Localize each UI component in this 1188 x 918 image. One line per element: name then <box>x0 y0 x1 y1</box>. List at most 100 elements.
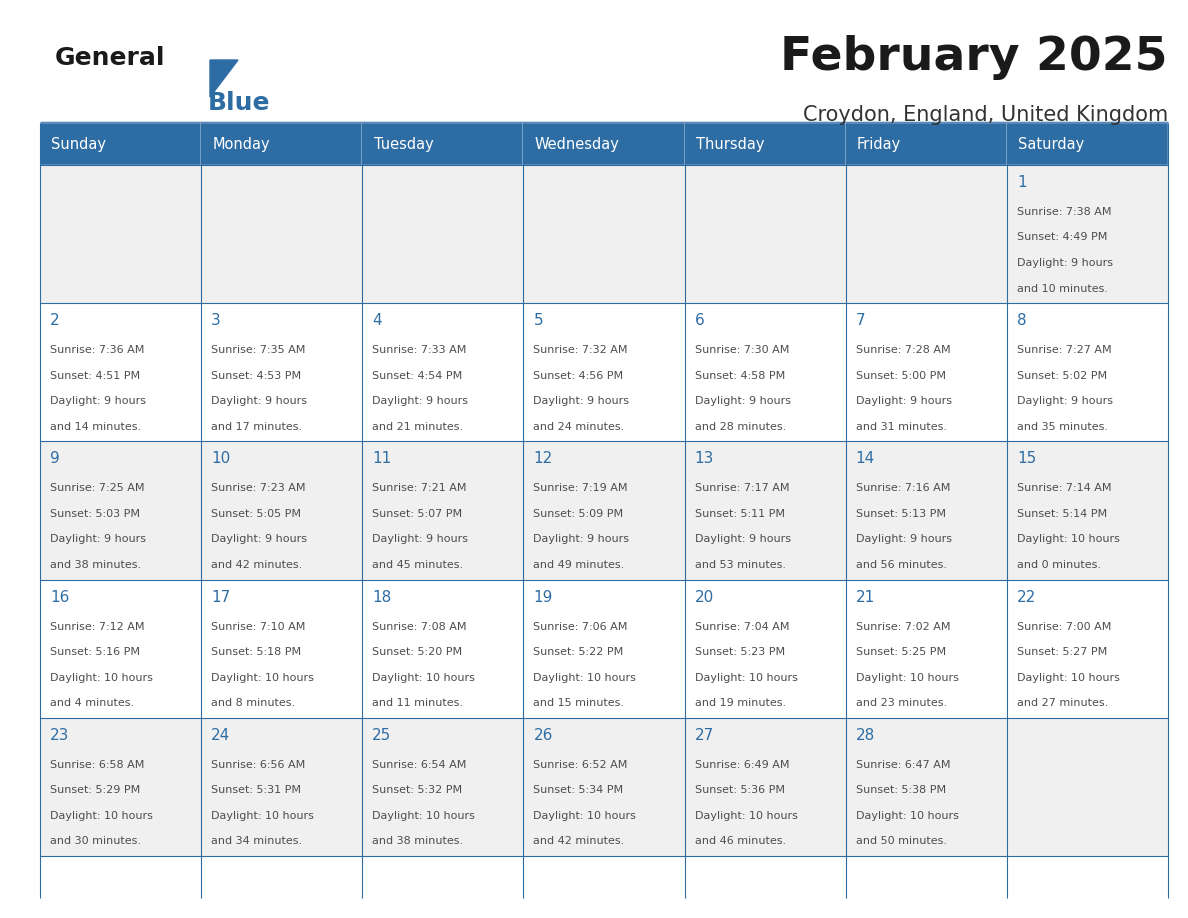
Bar <box>362 303 524 442</box>
Text: Sunrise: 7:16 AM: Sunrise: 7:16 AM <box>855 484 950 493</box>
Text: and 23 minutes.: and 23 minutes. <box>855 698 947 708</box>
Text: Daylight: 9 hours: Daylight: 9 hours <box>855 534 952 544</box>
Text: Daylight: 9 hours: Daylight: 9 hours <box>50 534 146 544</box>
Text: 13: 13 <box>695 452 714 466</box>
Text: 14: 14 <box>855 452 876 466</box>
Text: Thursday: Thursday <box>696 137 764 151</box>
Text: 16: 16 <box>50 589 69 605</box>
Bar <box>846 442 1007 579</box>
Text: Sunrise: 7:27 AM: Sunrise: 7:27 AM <box>1017 345 1112 355</box>
Text: and 31 minutes.: and 31 minutes. <box>855 421 947 431</box>
Text: Sunrise: 7:19 AM: Sunrise: 7:19 AM <box>533 484 628 493</box>
Text: Daylight: 10 hours: Daylight: 10 hours <box>372 811 475 821</box>
Text: Daylight: 10 hours: Daylight: 10 hours <box>1017 534 1120 544</box>
Bar <box>201 579 362 718</box>
Text: Sunset: 5:20 PM: Sunset: 5:20 PM <box>372 647 462 657</box>
Text: and 17 minutes.: and 17 minutes. <box>211 421 302 431</box>
Bar <box>1007 303 1168 442</box>
Text: Monday: Monday <box>213 137 270 151</box>
Text: and 19 minutes.: and 19 minutes. <box>695 698 785 708</box>
Polygon shape <box>210 60 238 97</box>
Bar <box>362 442 524 579</box>
Text: Daylight: 10 hours: Daylight: 10 hours <box>1017 673 1120 683</box>
Text: Sunrise: 7:00 AM: Sunrise: 7:00 AM <box>1017 621 1111 632</box>
Bar <box>684 442 846 579</box>
Text: and 4 minutes.: and 4 minutes. <box>50 698 134 708</box>
Text: Sunset: 5:34 PM: Sunset: 5:34 PM <box>533 785 624 795</box>
Bar <box>846 303 1007 442</box>
Text: Sunrise: 6:52 AM: Sunrise: 6:52 AM <box>533 760 627 770</box>
Text: Sunset: 5:05 PM: Sunset: 5:05 PM <box>211 509 301 519</box>
Bar <box>40 303 201 442</box>
Text: Sunrise: 7:33 AM: Sunrise: 7:33 AM <box>372 345 467 355</box>
Text: and 11 minutes.: and 11 minutes. <box>372 698 463 708</box>
Text: Daylight: 9 hours: Daylight: 9 hours <box>695 534 790 544</box>
Text: Sunset: 4:51 PM: Sunset: 4:51 PM <box>50 371 140 381</box>
Bar <box>684 718 846 856</box>
Bar <box>846 718 1007 856</box>
Text: and 45 minutes.: and 45 minutes. <box>372 560 463 570</box>
Text: Sunset: 5:09 PM: Sunset: 5:09 PM <box>533 509 624 519</box>
Text: Sunrise: 7:06 AM: Sunrise: 7:06 AM <box>533 621 627 632</box>
Text: 20: 20 <box>695 589 714 605</box>
Text: 9: 9 <box>50 452 59 466</box>
Text: and 8 minutes.: and 8 minutes. <box>211 698 296 708</box>
Text: Sunrise: 7:36 AM: Sunrise: 7:36 AM <box>50 345 145 355</box>
Text: Daylight: 9 hours: Daylight: 9 hours <box>1017 258 1113 268</box>
Bar <box>684 579 846 718</box>
Text: Daylight: 10 hours: Daylight: 10 hours <box>533 673 637 683</box>
Bar <box>1007 165 1168 303</box>
Text: Daylight: 10 hours: Daylight: 10 hours <box>50 811 153 821</box>
Text: Sunrise: 7:12 AM: Sunrise: 7:12 AM <box>50 621 145 632</box>
Text: 21: 21 <box>855 589 876 605</box>
Text: Sunrise: 7:10 AM: Sunrise: 7:10 AM <box>211 621 305 632</box>
Text: Sunset: 5:32 PM: Sunset: 5:32 PM <box>372 785 462 795</box>
Text: 7: 7 <box>855 313 865 329</box>
Text: Daylight: 9 hours: Daylight: 9 hours <box>211 534 308 544</box>
Bar <box>362 123 524 165</box>
Text: 11: 11 <box>372 452 392 466</box>
Text: 18: 18 <box>372 589 392 605</box>
Text: Sunset: 4:49 PM: Sunset: 4:49 PM <box>1017 232 1107 242</box>
Text: Sunset: 5:38 PM: Sunset: 5:38 PM <box>855 785 946 795</box>
Text: Sunset: 5:02 PM: Sunset: 5:02 PM <box>1017 371 1107 381</box>
Text: Sunrise: 7:28 AM: Sunrise: 7:28 AM <box>855 345 950 355</box>
Text: Blue: Blue <box>208 91 271 115</box>
Text: Wednesday: Wednesday <box>535 137 620 151</box>
Text: 23: 23 <box>50 728 69 743</box>
Text: and 56 minutes.: and 56 minutes. <box>855 560 947 570</box>
Bar <box>524 123 684 165</box>
Text: Sunrise: 6:47 AM: Sunrise: 6:47 AM <box>855 760 950 770</box>
Text: Daylight: 10 hours: Daylight: 10 hours <box>855 673 959 683</box>
Text: 12: 12 <box>533 452 552 466</box>
Text: 8: 8 <box>1017 313 1026 329</box>
Text: and 38 minutes.: and 38 minutes. <box>372 836 463 846</box>
Text: and 53 minutes.: and 53 minutes. <box>695 560 785 570</box>
Text: Sunrise: 7:38 AM: Sunrise: 7:38 AM <box>1017 207 1111 217</box>
Text: Sunrise: 7:17 AM: Sunrise: 7:17 AM <box>695 484 789 493</box>
Text: Sunset: 5:18 PM: Sunset: 5:18 PM <box>211 647 302 657</box>
Text: Daylight: 9 hours: Daylight: 9 hours <box>1017 397 1113 406</box>
Text: 2: 2 <box>50 313 59 329</box>
Text: and 15 minutes.: and 15 minutes. <box>533 698 625 708</box>
Text: February 2025: February 2025 <box>781 35 1168 80</box>
Text: 6: 6 <box>695 313 704 329</box>
Text: Sunset: 5:22 PM: Sunset: 5:22 PM <box>533 647 624 657</box>
Text: Croydon, England, United Kingdom: Croydon, England, United Kingdom <box>803 105 1168 125</box>
Text: 3: 3 <box>211 313 221 329</box>
Text: Sunrise: 7:25 AM: Sunrise: 7:25 AM <box>50 484 145 493</box>
Text: Daylight: 9 hours: Daylight: 9 hours <box>855 397 952 406</box>
Text: and 50 minutes.: and 50 minutes. <box>855 836 947 846</box>
Bar <box>846 579 1007 718</box>
Text: 1: 1 <box>1017 175 1026 190</box>
Text: Daylight: 10 hours: Daylight: 10 hours <box>533 811 637 821</box>
Text: Sunset: 5:14 PM: Sunset: 5:14 PM <box>1017 509 1107 519</box>
Text: Sunset: 5:25 PM: Sunset: 5:25 PM <box>855 647 946 657</box>
Text: and 49 minutes.: and 49 minutes. <box>533 560 625 570</box>
Text: Sunset: 5:31 PM: Sunset: 5:31 PM <box>211 785 301 795</box>
Text: Sunset: 5:07 PM: Sunset: 5:07 PM <box>372 509 462 519</box>
Text: and 0 minutes.: and 0 minutes. <box>1017 560 1101 570</box>
Text: and 24 minutes.: and 24 minutes. <box>533 421 625 431</box>
Text: Sunset: 5:00 PM: Sunset: 5:00 PM <box>855 371 946 381</box>
Text: Daylight: 10 hours: Daylight: 10 hours <box>211 811 314 821</box>
